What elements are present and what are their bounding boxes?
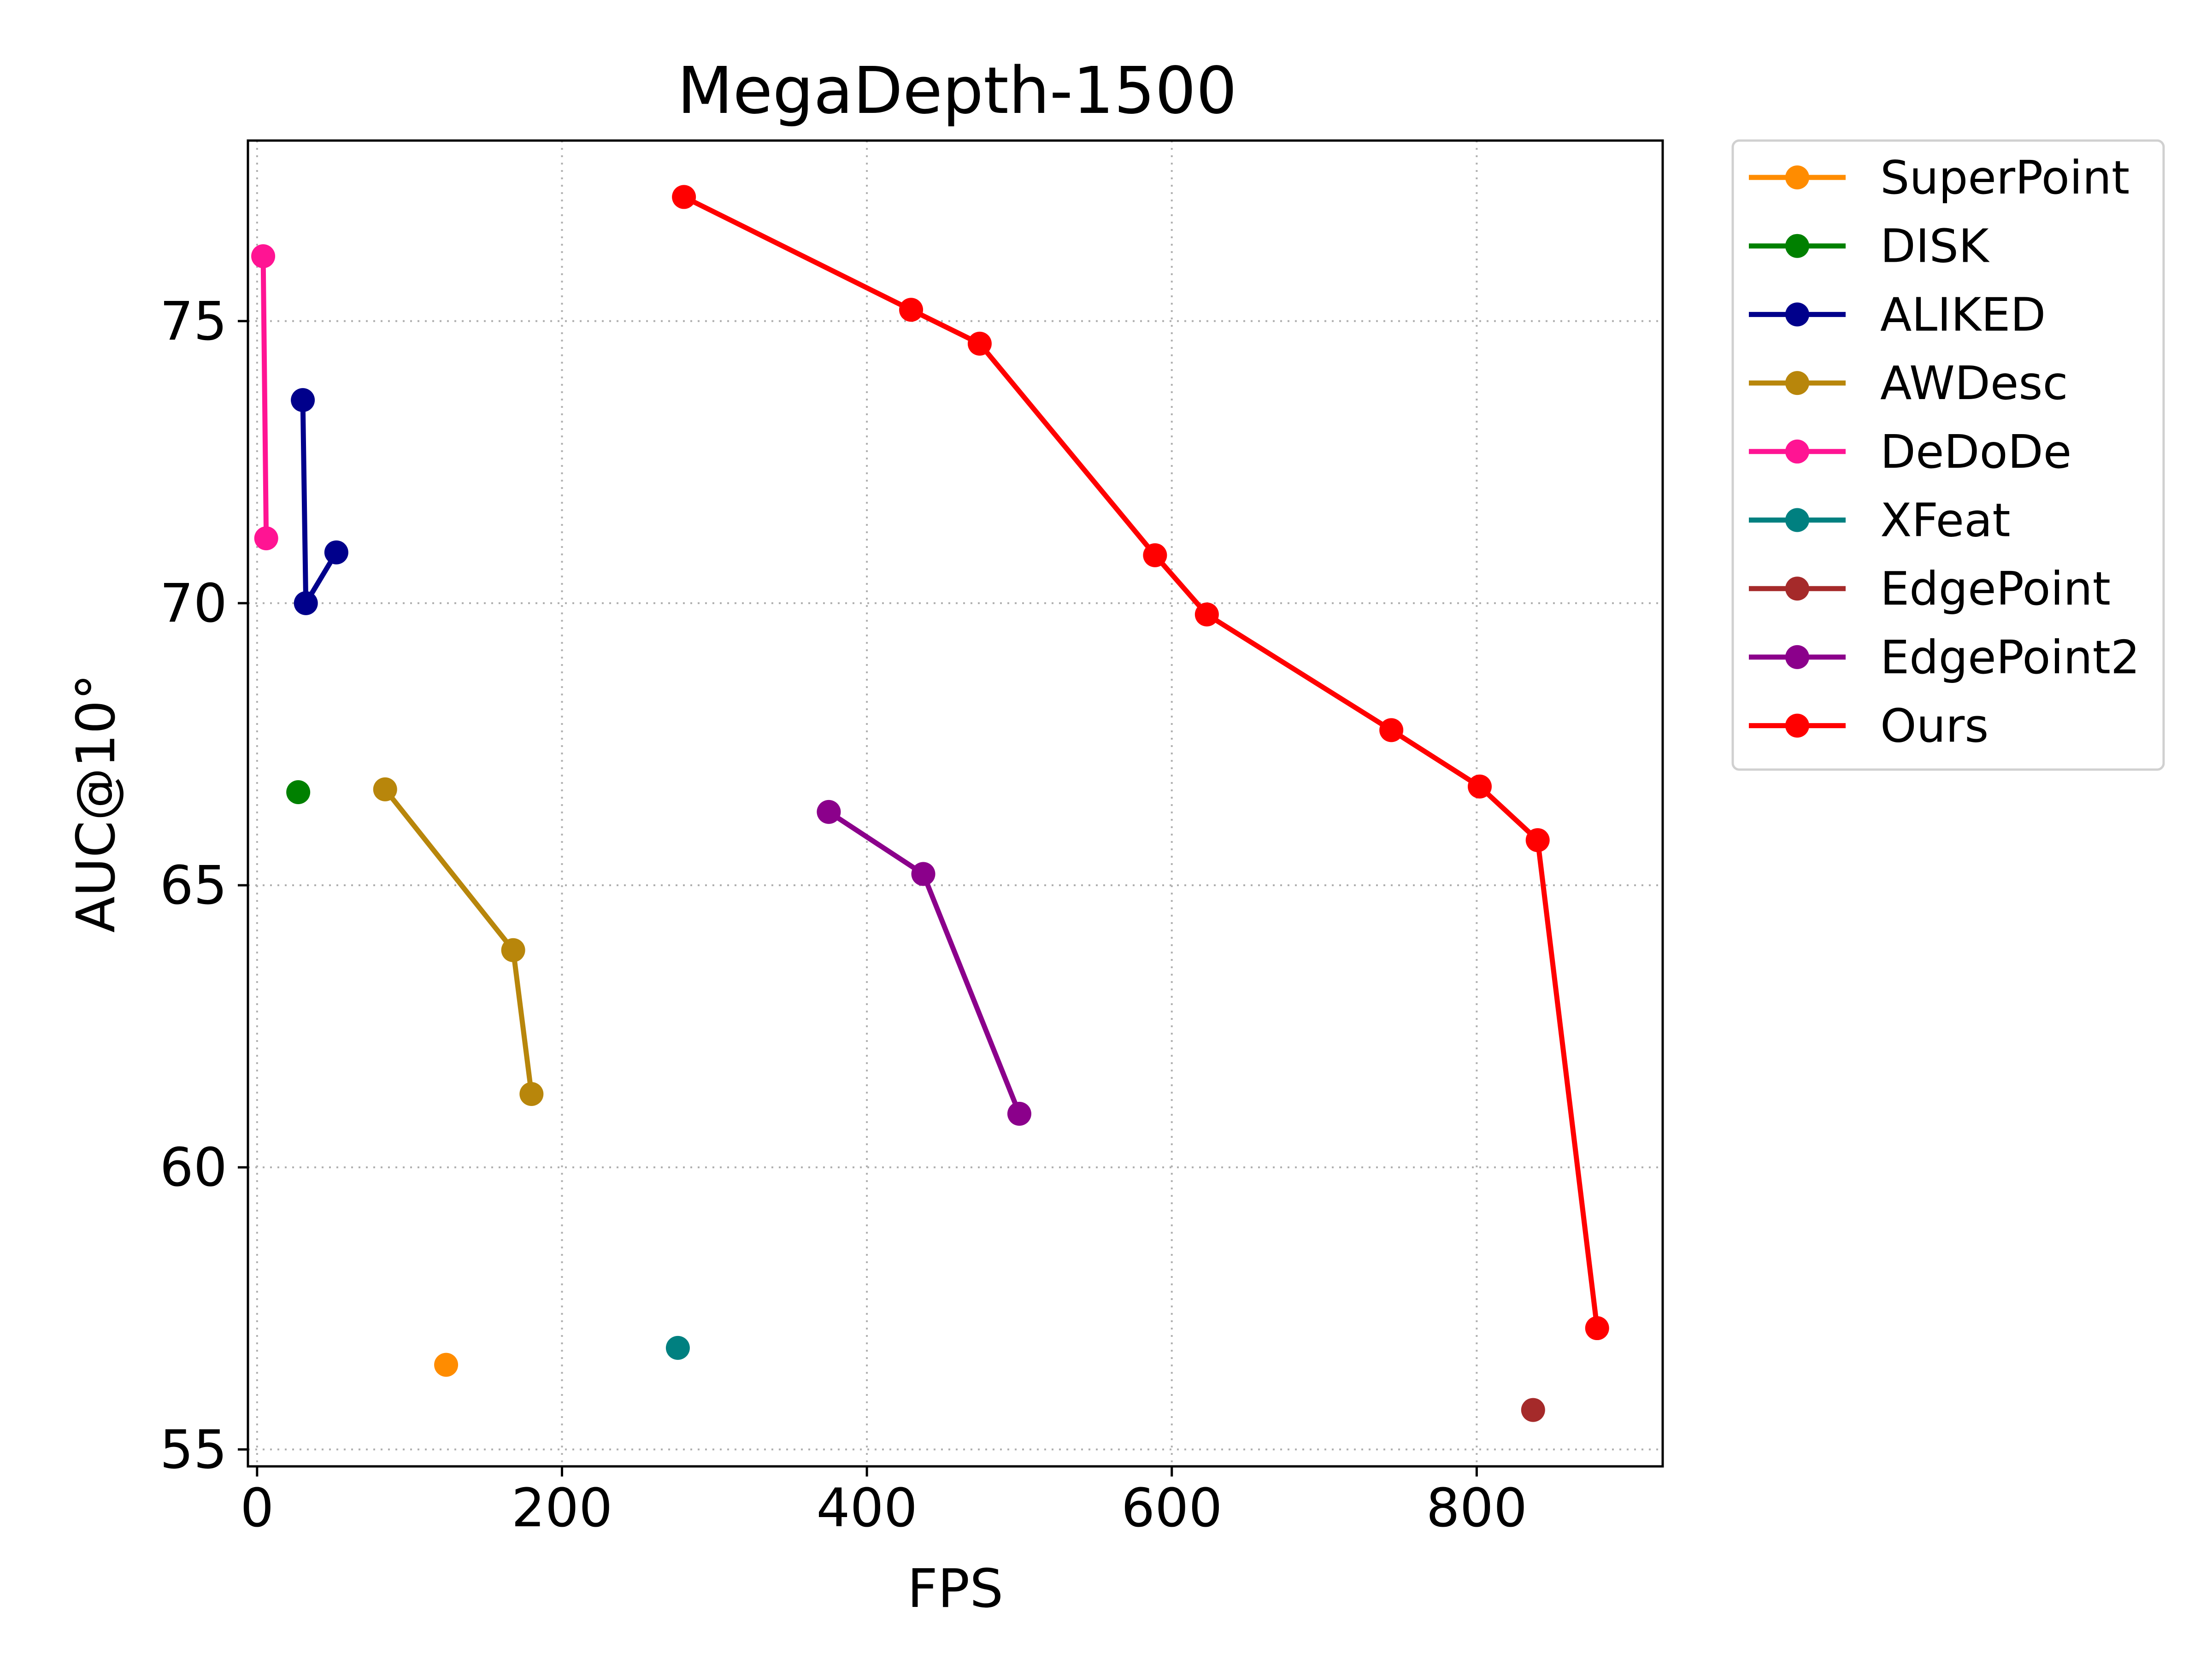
legend-item-aliked: ALIKED bbox=[1749, 288, 2046, 341]
data-point-awdesc bbox=[373, 777, 397, 801]
data-point-dedode bbox=[251, 244, 276, 268]
data-point-edgepoint2 bbox=[1007, 1101, 1031, 1126]
legend-marker-edgepoint2 bbox=[1785, 645, 1809, 669]
data-point-awdesc bbox=[501, 938, 525, 962]
data-point-ours bbox=[899, 298, 924, 322]
x-tick-label: 800 bbox=[1426, 1477, 1528, 1539]
legend-label-xfeat: XFeat bbox=[1880, 494, 2011, 547]
y-tick-label: 75 bbox=[160, 291, 227, 353]
legend-item-xfeat: XFeat bbox=[1749, 494, 2011, 547]
legend-box bbox=[1731, 139, 2165, 771]
data-point-ours bbox=[672, 185, 696, 209]
grid-layer bbox=[248, 141, 1663, 1466]
plot-frame bbox=[247, 139, 1664, 1468]
series-edgepoint bbox=[1521, 1398, 1545, 1422]
legend-marker-xfeat bbox=[1785, 508, 1809, 532]
legend-label-awdesc: AWDesc bbox=[1880, 356, 2068, 410]
data-point-xfeat bbox=[665, 1335, 690, 1360]
x-axis-label: FPS bbox=[907, 1558, 1004, 1620]
data-point-edgepoint2 bbox=[817, 800, 841, 824]
y-axis-label: AUC@10° bbox=[65, 674, 127, 933]
legend-item-disk: DISK bbox=[1749, 219, 1990, 273]
series-disk bbox=[286, 780, 311, 805]
data-point-ours bbox=[1585, 1316, 1609, 1341]
data-point-aliked bbox=[324, 540, 348, 565]
legend-marker-aliked bbox=[1785, 302, 1809, 327]
data-point-ours bbox=[1468, 774, 1492, 799]
y-tick-label: 70 bbox=[160, 573, 227, 635]
legend: SuperPoint DISK ALIKED AWDesc DeDoDe XFeat Edg… bbox=[1731, 139, 2165, 771]
legend-item-dedode: DeDoDe bbox=[1749, 425, 2071, 479]
legend-label-edgepoint2: EdgePoint2 bbox=[1880, 630, 2140, 684]
data-point-disk bbox=[286, 780, 311, 805]
legend-marker-ours bbox=[1785, 713, 1809, 738]
legend-marker-awdesc bbox=[1785, 371, 1809, 395]
tick-layer: 0 200 400 600 800 55 60 65 70 75 bbox=[160, 291, 1527, 1539]
series-awdesc bbox=[373, 777, 544, 1106]
x-tick-label: 600 bbox=[1121, 1477, 1223, 1539]
series-line-ours bbox=[682, 194, 1600, 1329]
legend-label-superpoint: SuperPoint bbox=[1880, 151, 2130, 205]
legend-marker-dedode bbox=[1785, 439, 1809, 464]
series-edgepoint2 bbox=[817, 800, 1031, 1126]
x-tick-label: 200 bbox=[512, 1477, 613, 1539]
legend-label-disk: DISK bbox=[1880, 219, 1990, 273]
y-tick-label: 55 bbox=[160, 1419, 227, 1481]
legend-marker-disk bbox=[1785, 234, 1809, 258]
data-point-superpoint bbox=[434, 1353, 459, 1377]
data-point-edgepoint bbox=[1521, 1398, 1545, 1422]
x-tick-label: 0 bbox=[240, 1477, 274, 1539]
series-dedode bbox=[251, 244, 278, 551]
data-point-ours bbox=[1143, 543, 1167, 567]
data-point-ours bbox=[1525, 828, 1550, 853]
y-tick-label: 60 bbox=[160, 1137, 227, 1199]
data-point-ours bbox=[967, 331, 992, 356]
series-line-dedode bbox=[260, 256, 269, 539]
data-point-awdesc bbox=[519, 1082, 544, 1106]
data-point-dedode bbox=[254, 526, 278, 551]
legend-marker-superpoint bbox=[1785, 165, 1809, 189]
series-xfeat bbox=[665, 1335, 690, 1360]
chart-title: MegaDepth-1500 bbox=[677, 53, 1237, 129]
legend-item-awdesc: AWDesc bbox=[1749, 356, 2068, 410]
series-ours bbox=[672, 185, 1609, 1341]
legend-marker-edgepoint bbox=[1785, 577, 1809, 601]
legend-item-edgepoint2: EdgePoint2 bbox=[1749, 630, 2140, 684]
legend-label-dedode: DeDoDe bbox=[1880, 425, 2071, 479]
data-point-aliked bbox=[291, 388, 315, 412]
legend-label-aliked: ALIKED bbox=[1880, 288, 2046, 341]
series-line-edgepoint2 bbox=[827, 810, 1022, 1115]
legend-item-superpoint: SuperPoint bbox=[1749, 151, 2130, 205]
data-point-edgepoint2 bbox=[911, 862, 935, 886]
legend-item-ours: Ours bbox=[1749, 699, 1988, 753]
series-aliked bbox=[291, 388, 348, 615]
series-layer bbox=[251, 185, 1609, 1422]
legend-label-ours: Ours bbox=[1880, 699, 1988, 753]
series-superpoint bbox=[434, 1353, 459, 1377]
series-line-aliked bbox=[300, 400, 339, 606]
data-point-ours bbox=[1194, 602, 1219, 627]
data-point-aliked bbox=[294, 591, 318, 615]
y-tick-label: 65 bbox=[160, 855, 227, 917]
data-point-ours bbox=[1379, 718, 1404, 742]
legend-item-edgepoint: EdgePoint bbox=[1749, 562, 2111, 616]
legend-label-edgepoint: EdgePoint bbox=[1880, 562, 2111, 616]
x-tick-label: 400 bbox=[816, 1477, 918, 1539]
